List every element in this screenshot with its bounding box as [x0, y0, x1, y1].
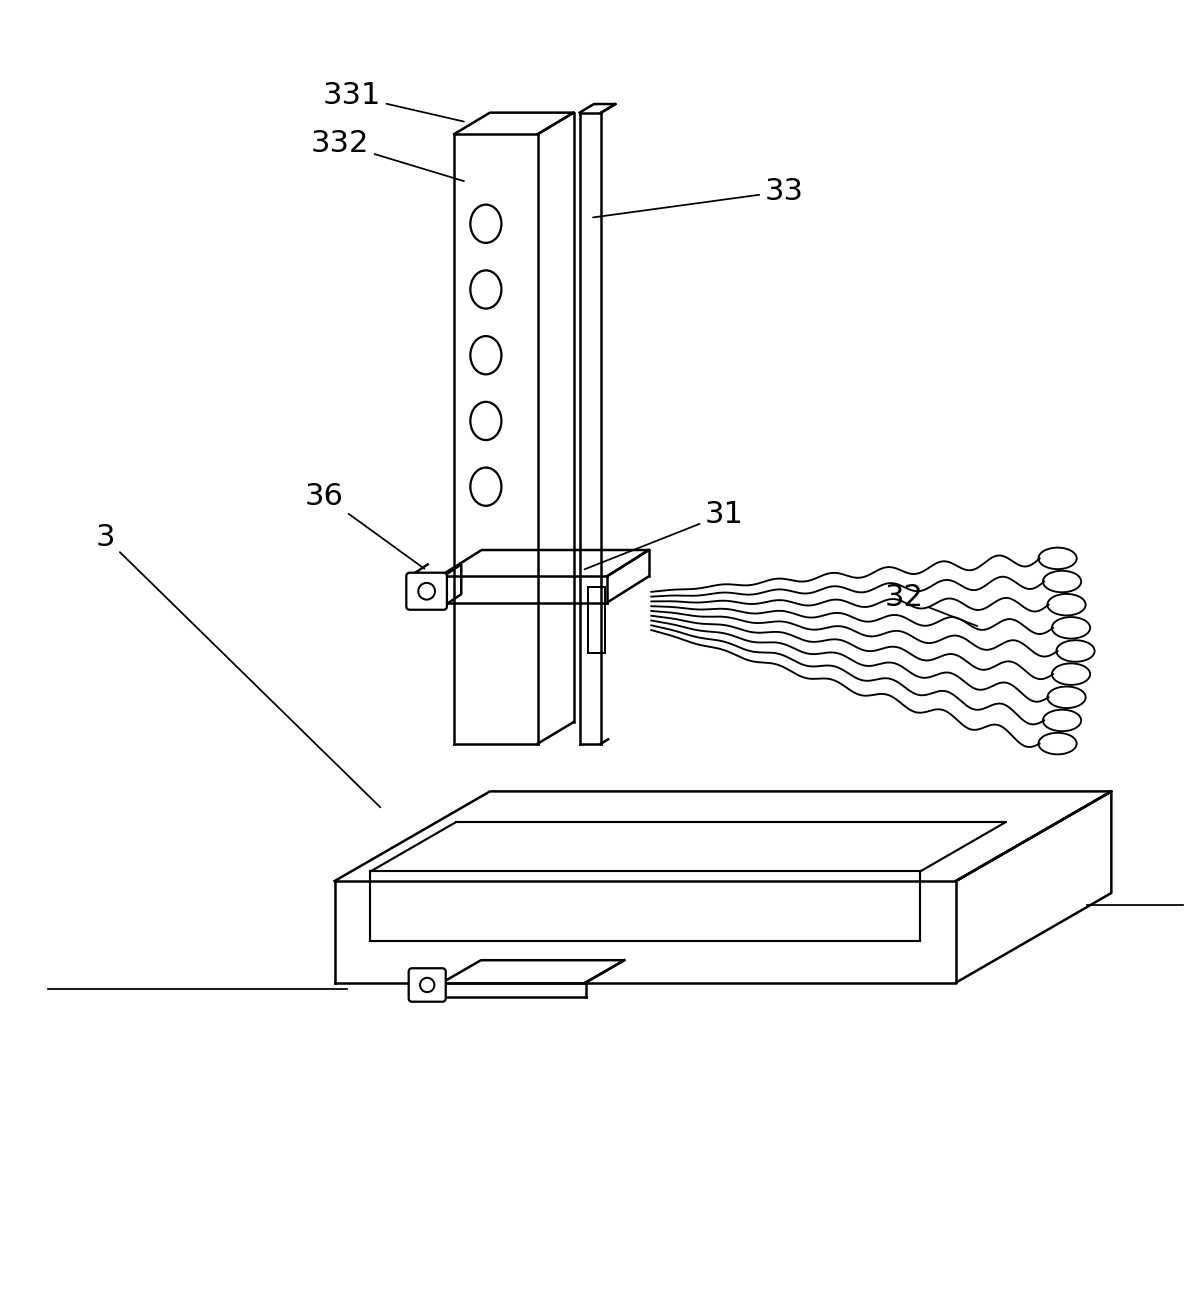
Text: 31: 31 — [584, 499, 744, 569]
FancyBboxPatch shape — [409, 968, 446, 1002]
FancyBboxPatch shape — [406, 573, 447, 609]
Text: 3: 3 — [96, 524, 380, 807]
Text: 332: 332 — [311, 130, 464, 181]
Text: 32: 32 — [884, 583, 978, 626]
Text: 33: 33 — [593, 176, 804, 218]
Text: 36: 36 — [305, 482, 424, 569]
Text: 331: 331 — [323, 82, 464, 122]
